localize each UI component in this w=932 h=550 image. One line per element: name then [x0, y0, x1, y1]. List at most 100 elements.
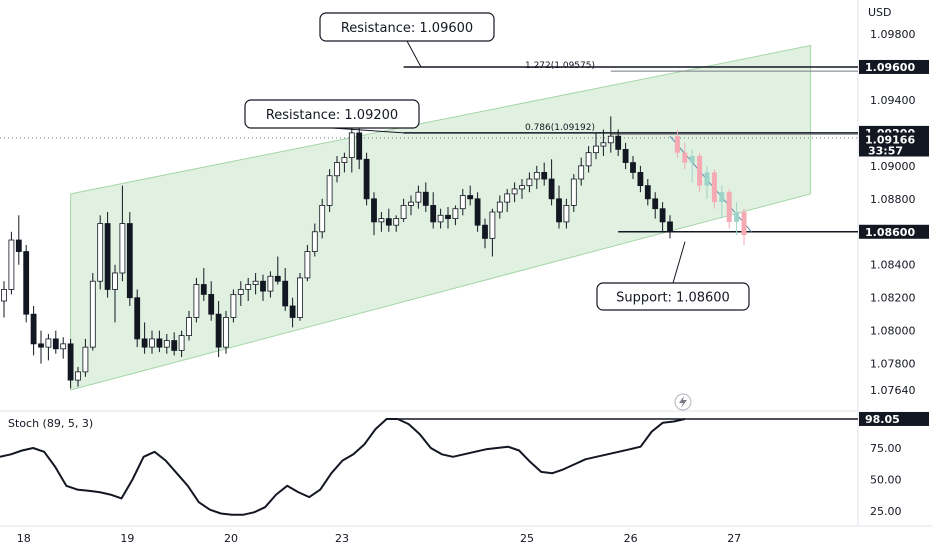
projected-candle [734, 202, 740, 236]
candle-body-up [230, 294, 237, 318]
projected-candle [697, 152, 703, 193]
candle [452, 205, 459, 226]
candle-body-up [45, 338, 52, 348]
candle [30, 305, 37, 356]
candle [178, 330, 185, 358]
candle-body-up [311, 231, 318, 252]
candle-body-up [578, 165, 585, 180]
candle-body-down [104, 223, 111, 290]
candle [511, 182, 518, 203]
candle [593, 132, 599, 160]
candle [237, 281, 244, 306]
projected-candle [704, 165, 710, 199]
candle [208, 281, 215, 321]
candle [467, 185, 474, 206]
candle-body-down [274, 275, 281, 282]
time-tick-label: 26 [624, 532, 638, 545]
candle-body-down [385, 218, 392, 226]
candle-body-up [186, 317, 192, 337]
candle [585, 146, 592, 173]
resistance-callout-1-09600[interactable]: Resistance: 1.09600 [319, 12, 495, 68]
candle [533, 165, 540, 189]
candle-body-up [570, 178, 577, 206]
resistance-callout-1-09600-text: Resistance: 1.09600 [341, 21, 473, 36]
price-badge [859, 59, 929, 74]
stoch-label: Stoch (89, 5, 3) [8, 417, 93, 430]
support-callout-1-08600-text: Support: 1.08600 [616, 291, 730, 306]
candle [570, 174, 577, 212]
projected-candle-body [741, 212, 747, 236]
candle [67, 338, 74, 389]
candle-body-down [430, 205, 437, 223]
candle-body-up [319, 205, 326, 233]
projected-candle [682, 142, 688, 170]
candle-body-up [415, 191, 422, 203]
candle [474, 192, 481, 232]
candle [422, 182, 429, 212]
price-badge-label: 1.08600 [865, 226, 915, 239]
candle [134, 289, 141, 348]
candle [186, 310, 192, 341]
candle-body-up [437, 214, 444, 223]
stoch-pane: Stoch (89, 5, 3) 75.00 50.00 25.00 98.05 [0, 411, 929, 518]
candle [541, 162, 548, 186]
candle-body-down [422, 191, 429, 206]
candle-body-up [585, 152, 592, 167]
time-tick-label: 18 [17, 532, 31, 545]
projected-candle-body [726, 192, 732, 222]
resistance-callout-1-09200[interactable]: Resistance: 1.09200 [244, 99, 420, 134]
candle [393, 215, 400, 232]
candle [60, 337, 67, 359]
price-tick-label: 1.08000 [870, 325, 916, 338]
candle-body-down [30, 313, 37, 345]
support-callout-1-08600[interactable]: Support: 1.08600 [596, 241, 750, 311]
candle [600, 129, 607, 156]
candle-body-up [563, 205, 570, 223]
price-tick-label: 1.08800 [870, 193, 916, 206]
candle-body-up [97, 223, 104, 282]
candle-body-up [1, 289, 7, 302]
projected-candle [726, 188, 732, 229]
candle-body-down [445, 214, 451, 219]
projected-candle [711, 169, 717, 209]
candle-body-down [134, 297, 141, 340]
candle [15, 215, 22, 265]
candle [334, 155, 340, 183]
projected-candle [689, 149, 695, 183]
candle [104, 212, 111, 298]
candle [667, 215, 673, 239]
resistance-callout-1-09200-box [244, 99, 420, 129]
candle [193, 277, 200, 323]
projected-candle [741, 208, 747, 245]
candle-body-up [378, 218, 385, 223]
stoch-badge-label: 98.05 [865, 413, 900, 426]
support-callout-1-08600-pointer [672, 241, 686, 284]
candle [437, 208, 444, 229]
projected-candle [719, 185, 725, 219]
projected-candle-body [711, 172, 717, 203]
candle-body-up [334, 162, 340, 177]
candle-body-down [23, 251, 30, 315]
fib-level-1-272-label: 1.272(1.09575) [525, 61, 595, 71]
stoch-badge [859, 411, 929, 426]
candle-body-up [193, 284, 200, 318]
candle [378, 212, 385, 232]
candle [496, 195, 503, 219]
candle [245, 277, 252, 301]
candle-body-up [252, 280, 259, 285]
time-tick-label: 25 [520, 532, 534, 545]
price-tick-label: 1.07640 [870, 384, 916, 397]
candle-body-down [622, 148, 629, 163]
candle [326, 169, 333, 212]
price-axis[interactable]: 1.09800 1.09400 1.09000 1.08800 1.08400 1.082… [859, 28, 929, 397]
candle-body-down [659, 208, 666, 223]
candle [563, 198, 570, 229]
candle-body-down [541, 172, 548, 180]
candle [252, 272, 259, 295]
candle [38, 330, 44, 364]
lightning-icon[interactable] [674, 393, 692, 411]
time-tick-label: 19 [120, 532, 134, 545]
candle [119, 185, 126, 282]
time-axis[interactable]: 18 19 20 23 25 26 27 [17, 532, 741, 545]
candle-body-down [126, 223, 133, 299]
